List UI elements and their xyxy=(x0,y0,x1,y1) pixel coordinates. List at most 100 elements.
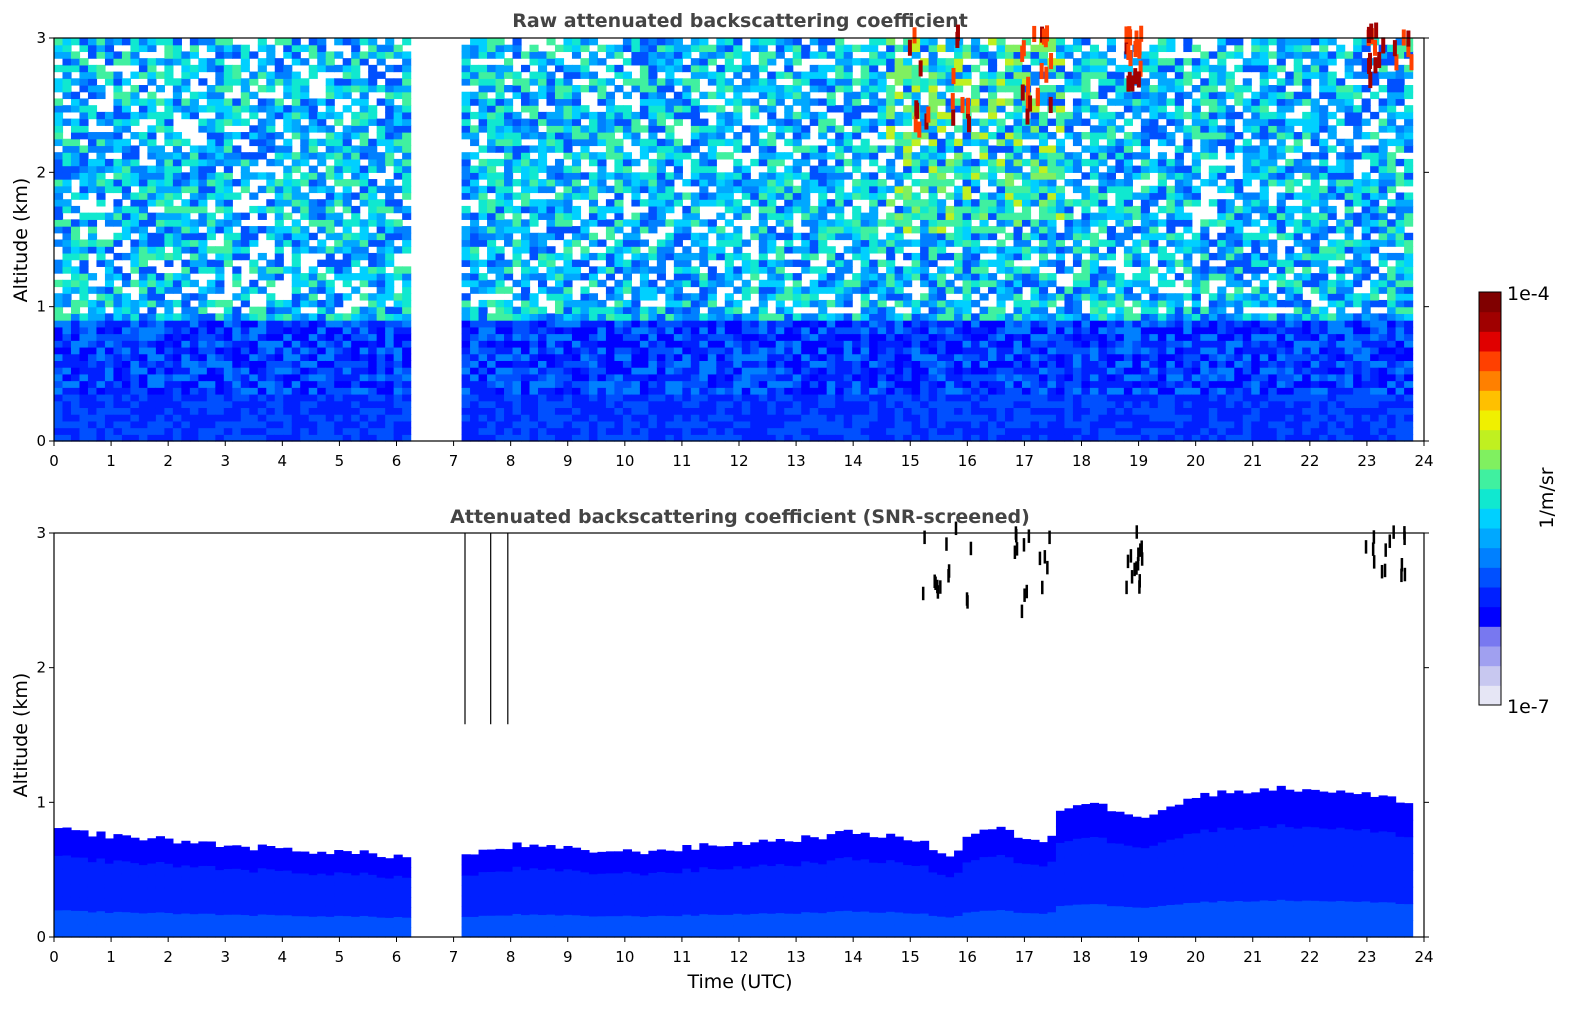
raw-cell xyxy=(189,346,199,355)
raw-cell xyxy=(529,185,539,194)
raw-cell xyxy=(622,111,632,120)
raw-cell xyxy=(937,360,947,368)
raw-cell xyxy=(911,132,921,140)
raw-cell xyxy=(784,199,794,207)
raw-cell xyxy=(325,152,335,160)
raw-cell xyxy=(334,172,344,180)
raw-cell xyxy=(504,232,514,241)
raw-cell xyxy=(529,44,539,53)
raw-cell xyxy=(716,346,726,355)
raw-cell xyxy=(835,205,845,214)
raw-cell xyxy=(886,407,896,415)
raw-cell xyxy=(903,420,913,429)
raw-cell xyxy=(937,380,947,388)
raw-cell xyxy=(274,78,284,86)
raw-cell xyxy=(164,239,174,247)
raw-cell xyxy=(605,219,616,227)
raw-cell xyxy=(461,58,471,66)
raw-cell xyxy=(563,427,573,435)
raw-cell xyxy=(937,299,947,308)
raw-cell xyxy=(920,179,930,187)
raw-cell xyxy=(368,293,378,301)
raw-cell xyxy=(860,367,870,375)
raw-cell xyxy=(155,219,165,227)
raw-cell xyxy=(648,320,658,328)
raw-cell xyxy=(614,125,624,133)
raw-cell xyxy=(368,152,378,160)
raw-cell xyxy=(470,71,480,79)
raw-cell xyxy=(580,420,590,429)
raw-cell xyxy=(750,44,760,53)
raw-cell xyxy=(801,299,811,308)
raw-cell xyxy=(605,434,616,442)
raw-cell xyxy=(113,132,123,140)
raw-cell xyxy=(300,172,310,180)
raw-cell xyxy=(741,326,751,335)
raw-cell xyxy=(87,434,98,442)
raw-cell xyxy=(529,51,539,59)
raw-cell xyxy=(937,219,947,227)
raw-cell xyxy=(928,192,938,200)
raw-cell xyxy=(198,118,208,126)
raw-cell xyxy=(554,165,565,173)
raw-cell xyxy=(325,400,335,409)
raw-cell xyxy=(487,145,497,153)
raw-cell xyxy=(393,306,403,314)
raw-cell xyxy=(886,132,896,140)
raw-cell xyxy=(495,71,505,79)
raw-cell xyxy=(554,427,565,435)
raw-cell xyxy=(886,111,896,120)
raw-cell xyxy=(223,407,233,415)
raw-cell xyxy=(631,353,641,361)
raw-cell xyxy=(639,179,649,187)
raw-cell xyxy=(724,85,734,93)
raw-cell xyxy=(622,152,632,160)
raw-cell xyxy=(826,165,836,173)
raw-cell xyxy=(495,353,505,361)
raw-cell xyxy=(665,71,675,79)
raw-cell xyxy=(682,293,692,301)
raw-cell xyxy=(563,199,573,207)
raw-cell xyxy=(614,158,624,167)
raw-cell xyxy=(869,145,879,153)
raw-cell xyxy=(869,393,879,402)
raw-cell xyxy=(495,118,505,126)
raw-cell xyxy=(920,360,930,368)
raw-cell xyxy=(402,172,412,180)
raw-cell xyxy=(767,111,777,120)
raw-cell xyxy=(249,125,259,133)
raw-cell xyxy=(529,387,539,395)
raw-cell xyxy=(682,407,692,415)
raw-cell xyxy=(605,346,616,355)
raw-cell xyxy=(750,125,760,133)
raw-cell xyxy=(155,58,165,66)
raw-cell xyxy=(920,58,930,66)
raw-cell xyxy=(716,105,726,113)
raw-cell xyxy=(826,51,836,59)
raw-cell xyxy=(283,44,293,53)
raw-cell xyxy=(104,427,115,435)
raw-cell xyxy=(741,64,751,73)
raw-cell xyxy=(937,78,947,86)
raw-cell xyxy=(223,185,233,194)
raw-cell xyxy=(605,64,616,73)
raw-cell xyxy=(639,353,649,361)
raw-cell xyxy=(189,360,199,368)
raw-cell xyxy=(588,232,599,241)
raw-cell xyxy=(886,165,896,173)
raw-cell xyxy=(351,320,361,328)
raw-cell xyxy=(843,192,853,200)
raw-cell xyxy=(402,138,412,147)
raw-cell xyxy=(716,226,726,234)
raw-cell xyxy=(487,299,497,308)
raw-cell xyxy=(504,387,514,395)
raw-cell xyxy=(393,165,403,173)
raw-cell xyxy=(571,118,582,126)
raw-cell xyxy=(750,360,760,368)
raw-cell xyxy=(554,360,565,368)
raw-cell xyxy=(911,306,921,314)
raw-cell xyxy=(784,340,794,348)
raw-cell xyxy=(181,205,191,214)
raw-cell xyxy=(325,185,335,194)
raw-cell xyxy=(113,51,123,59)
